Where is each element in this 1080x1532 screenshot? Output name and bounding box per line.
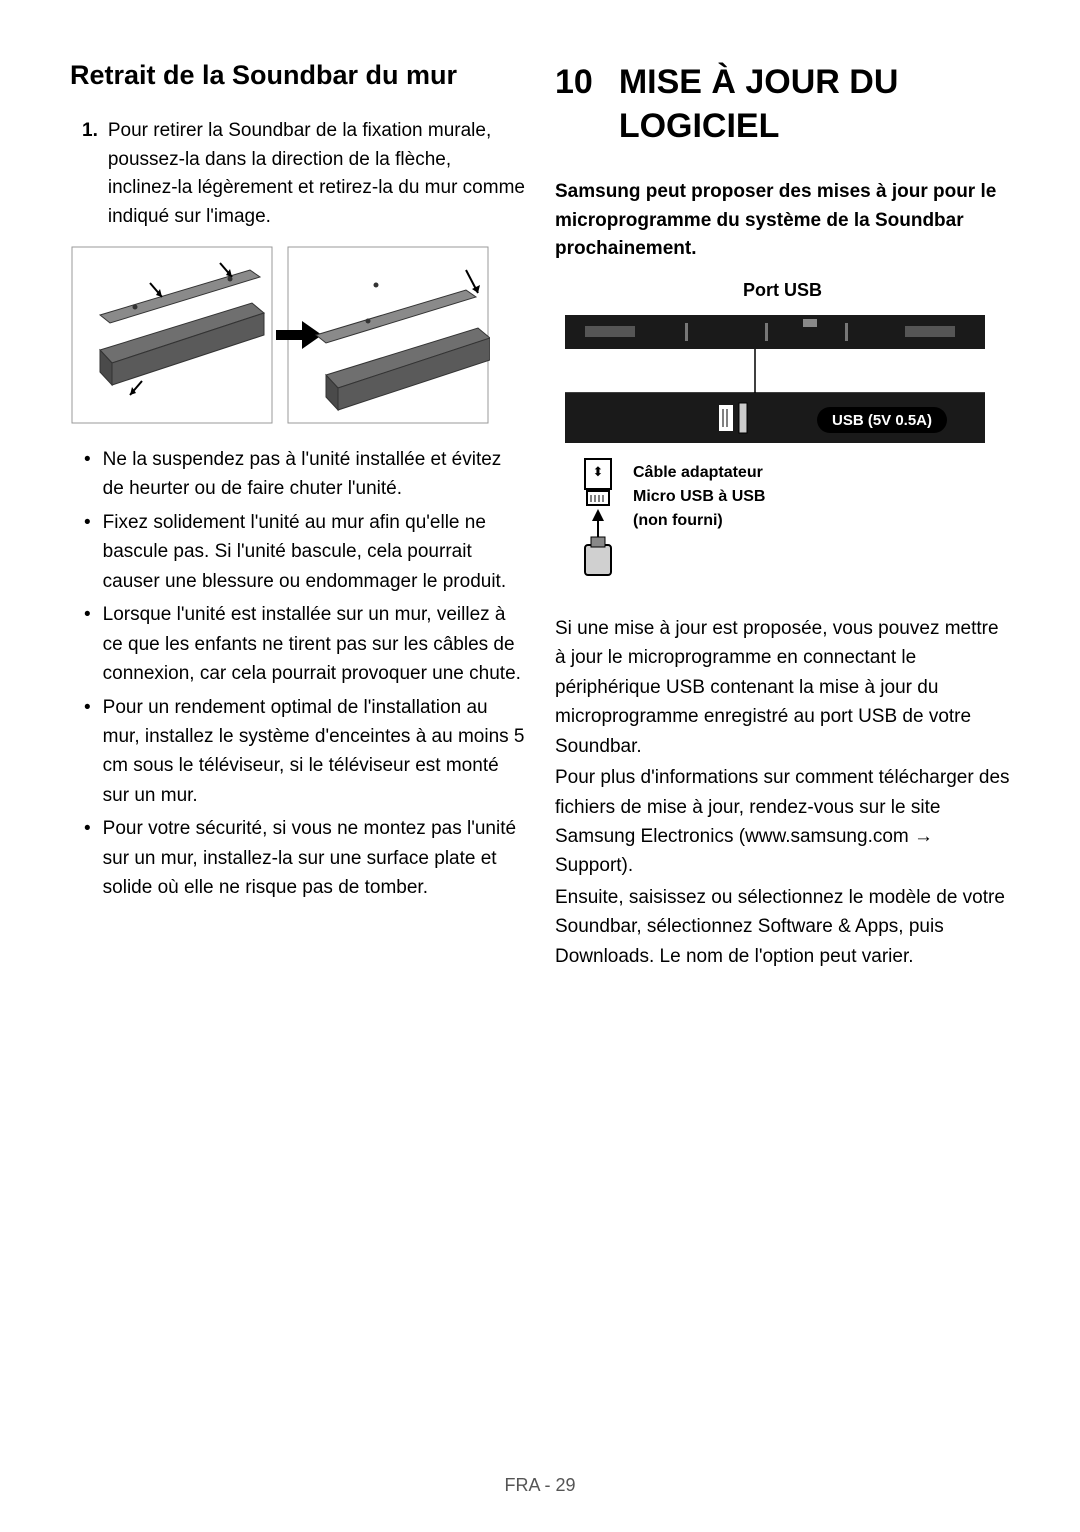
- port-usb-label: Port USB: [555, 280, 1010, 301]
- para-2: Pour plus d'informations sur comment tél…: [555, 763, 1010, 881]
- intro-paragraph: Samsung peut proposer des mises à jour p…: [555, 178, 1010, 264]
- para-1: Si une mise à jour est proposée, vous po…: [555, 614, 1010, 761]
- cable-l3: (non fourni): [633, 512, 723, 529]
- step-number: 1.: [82, 117, 98, 231]
- removal-diagram: [70, 245, 525, 425]
- bullet-3: Lorsque l'unité est installée sur un mur…: [84, 600, 525, 688]
- usb-diagram: Port USB: [555, 280, 1010, 584]
- chapter-title: MISE À JOUR DU LOGICIEL: [619, 60, 1010, 148]
- chapter-number: 10: [555, 60, 593, 148]
- bullet-2: Fixez solidement l'unité au mur afin qu'…: [84, 508, 525, 596]
- bullet-1: Ne la suspendez pas à l'unité installée …: [84, 445, 525, 504]
- right-column: 10 MISE À JOUR DU LOGICIEL Samsung peut …: [555, 60, 1010, 973]
- bullet-list: Ne la suspendez pas à l'unité installée …: [70, 445, 525, 903]
- left-column: Retrait de la Soundbar du mur 1. Pour re…: [70, 60, 525, 973]
- step-1: 1. Pour retirer la Soundbar de la fixati…: [70, 117, 525, 231]
- section-heading-removal: Retrait de la Soundbar du mur: [70, 60, 525, 91]
- cable-l1: Câble adaptateur: [633, 464, 763, 481]
- page-footer: FRA - 29: [0, 1475, 1080, 1496]
- step-text: Pour retirer la Soundbar de la fixation …: [108, 117, 525, 231]
- chapter-heading: 10 MISE À JOUR DU LOGICIEL: [555, 60, 1010, 148]
- bullet-4: Pour un rendement optimal de l'installat…: [84, 693, 525, 811]
- cable-l2: Micro USB à USB: [633, 488, 765, 505]
- bullet-5: Pour votre sécurité, si vous ne montez p…: [84, 814, 525, 902]
- svg-text:⬍: ⬍: [593, 464, 604, 479]
- para-3: Ensuite, saisissez ou sélectionnez le mo…: [555, 883, 1010, 971]
- usb-badge-text: USB (5V 0.5A): [832, 412, 932, 429]
